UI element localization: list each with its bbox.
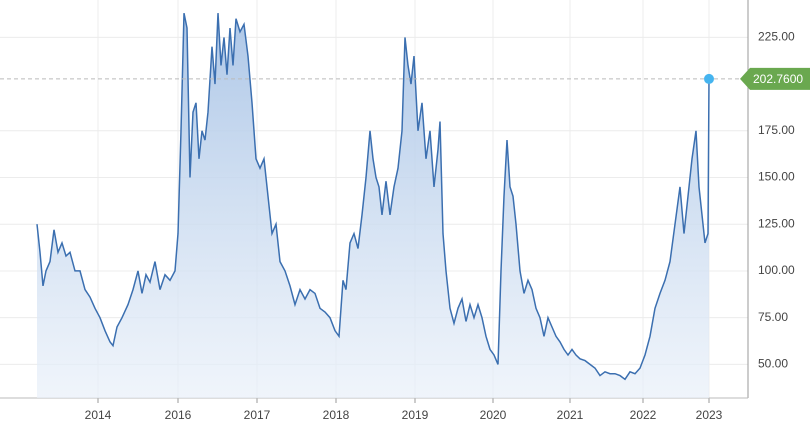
line bbox=[36, 12, 710, 381]
last-point bbox=[704, 73, 714, 84]
x-tick-label: 2018 bbox=[323, 408, 350, 422]
y-tick-label: 175.00 bbox=[758, 123, 795, 137]
x-tick-label: 2022 bbox=[630, 408, 657, 422]
y-tick-label: 125.00 bbox=[758, 216, 795, 230]
x-tick-label: 2021 bbox=[557, 408, 584, 422]
x-tick-label: 2020 bbox=[480, 408, 507, 422]
x-tick-label: 2019 bbox=[402, 408, 429, 422]
x-tick-label: 2014 bbox=[85, 408, 112, 422]
area-fill bbox=[37, 13, 709, 398]
y-tick-label: 150.00 bbox=[758, 170, 795, 184]
last-value-label: 202.7600 bbox=[753, 72, 803, 86]
x-tick-label: 2016 bbox=[165, 408, 192, 422]
x-tick-label: 2017 bbox=[244, 408, 271, 422]
y-tick-label: 75.00 bbox=[758, 310, 788, 324]
y-tick-label: 100.00 bbox=[758, 263, 795, 277]
last-value-tag bbox=[740, 67, 810, 90]
y-tick-label: 50.00 bbox=[758, 357, 788, 371]
x-tick-label: 2023 bbox=[696, 408, 723, 422]
y-tick-label: 225.00 bbox=[758, 30, 795, 44]
